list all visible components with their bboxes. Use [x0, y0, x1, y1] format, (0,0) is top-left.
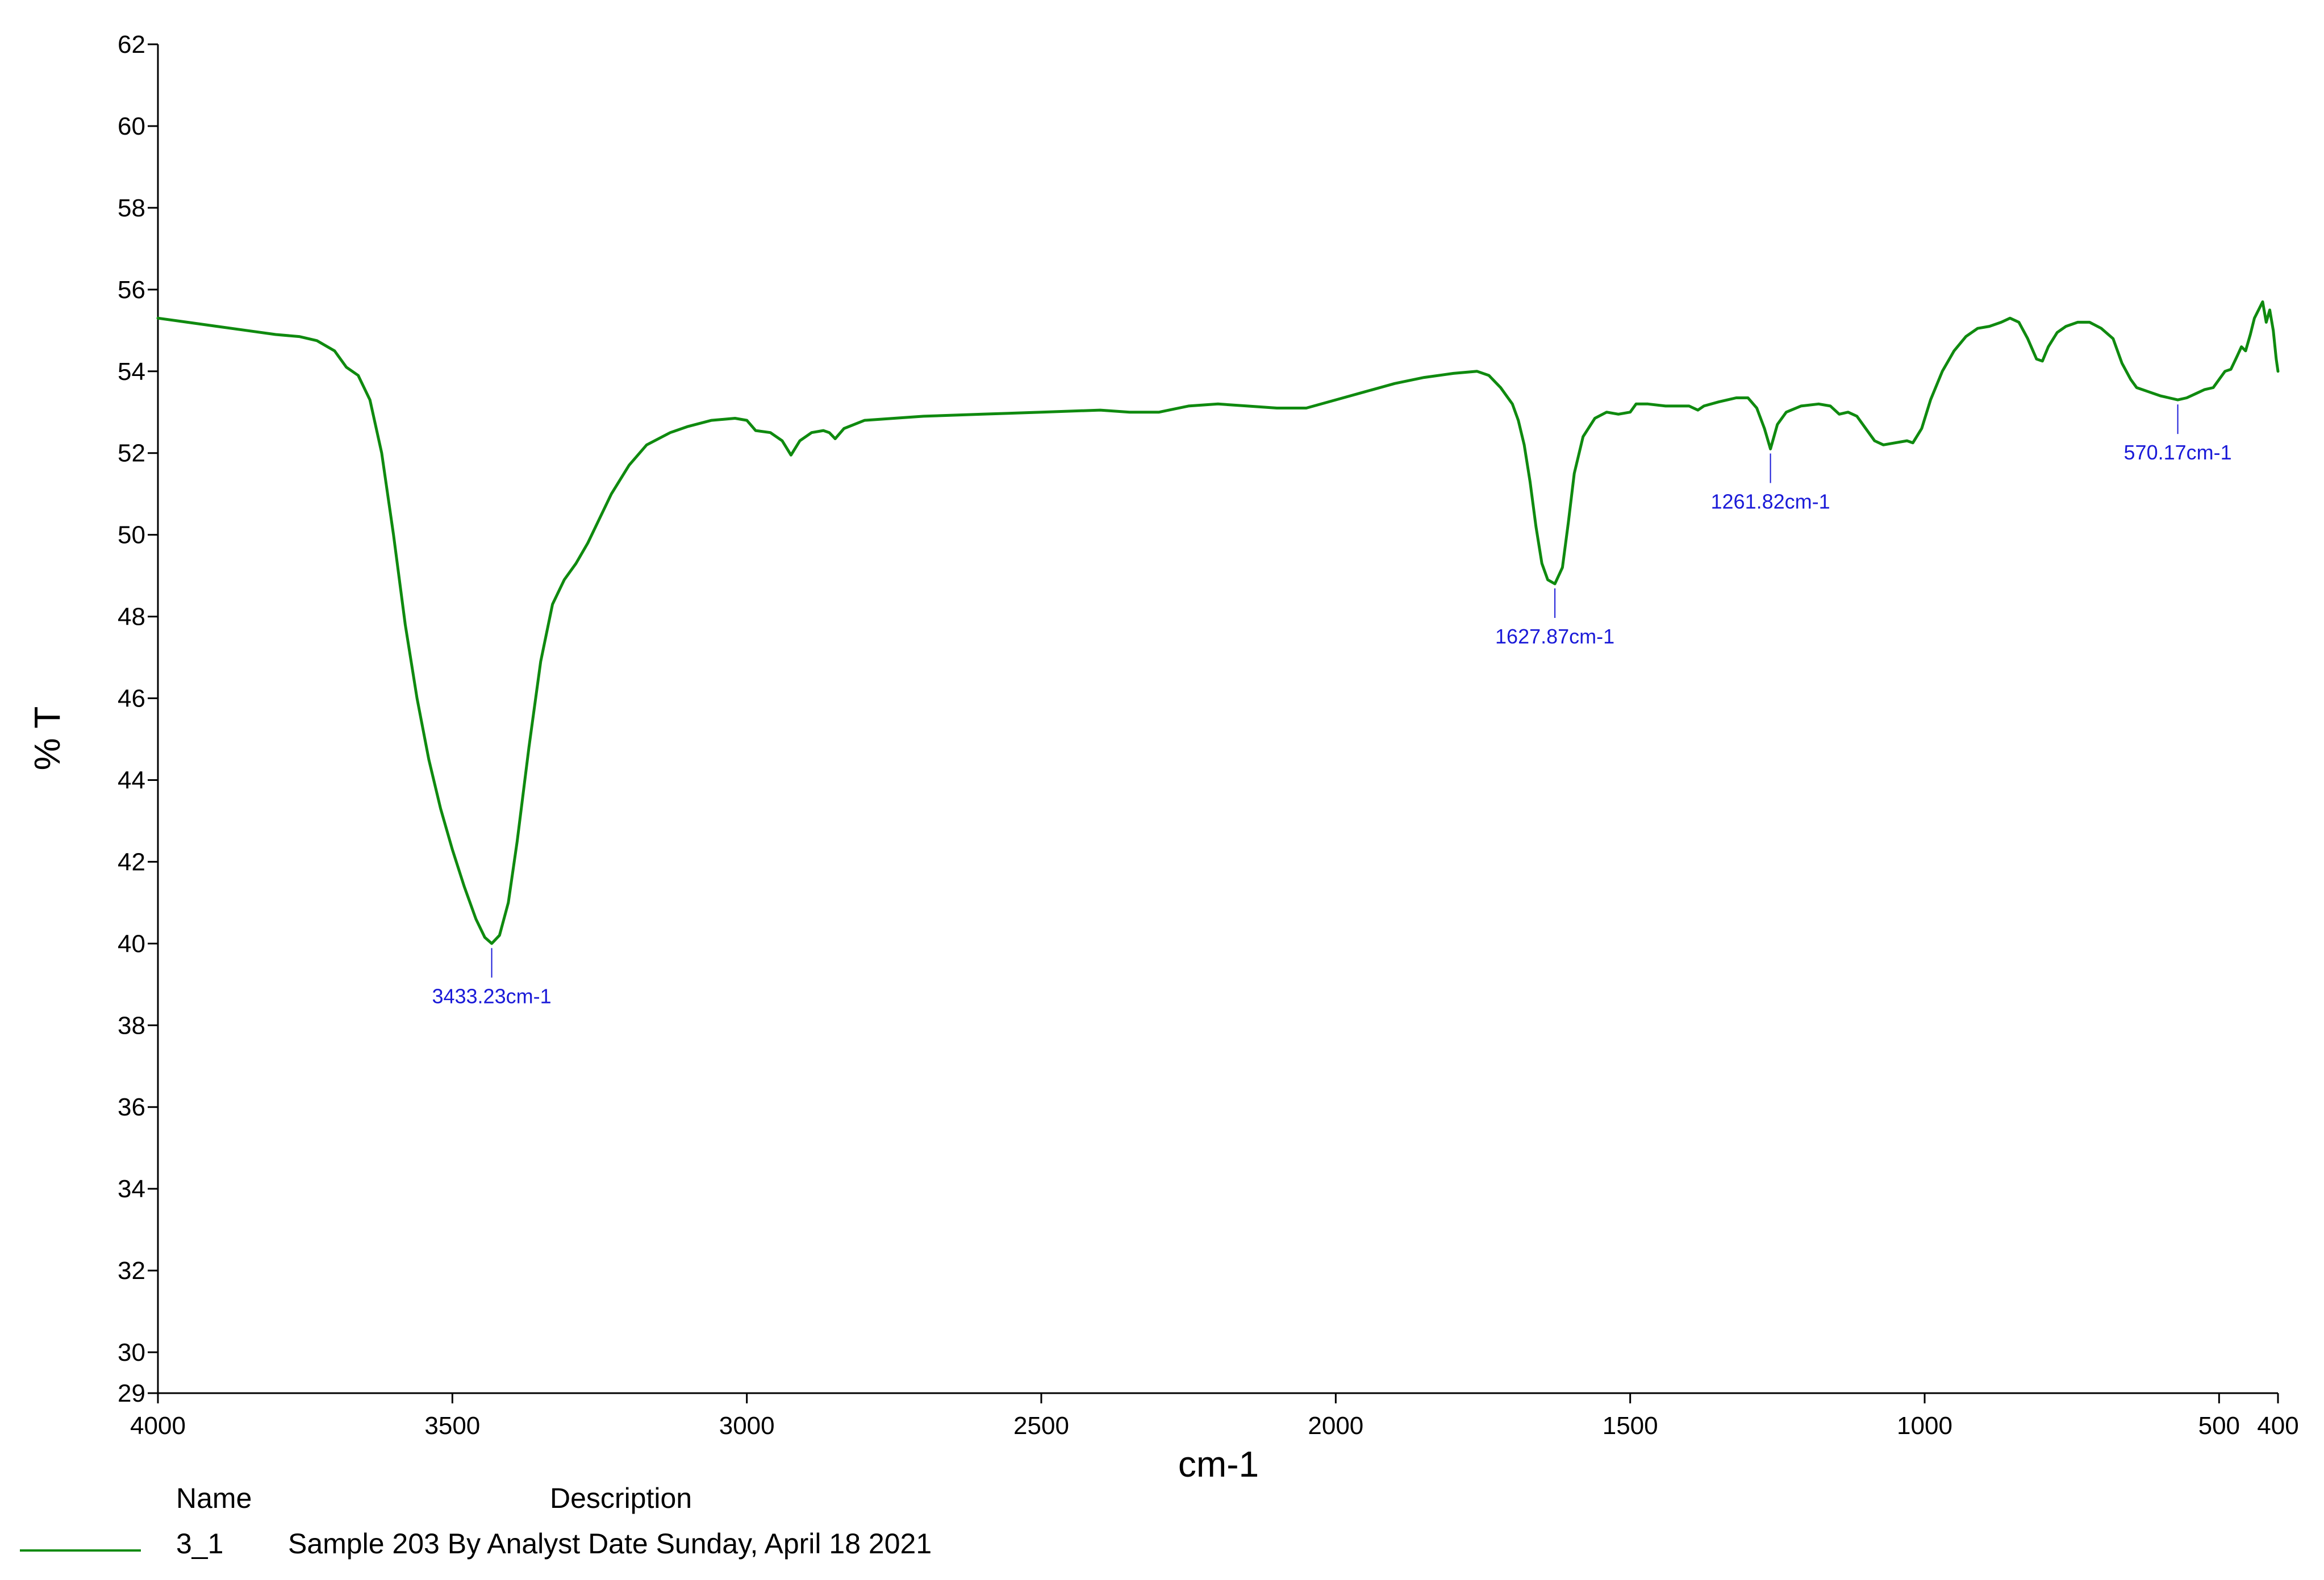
- y-axis-ticks: 29 30 32 34 36 38 40 42 44 46 48 50 52 54 56 58 60 62: [118, 31, 158, 1407]
- peak-label: 570.17cm-1: [2124, 441, 2232, 464]
- y-tick-label: 48: [118, 603, 145, 631]
- y-tick-label: 32: [118, 1257, 145, 1285]
- x-axis-title: cm-1: [1178, 1444, 1259, 1485]
- series-layer: [156, 300, 2280, 945]
- x-tick-label: 3500: [424, 1412, 480, 1440]
- y-tick-label: 50: [118, 521, 145, 549]
- y-tick-label: 44: [118, 766, 145, 794]
- y-tick-label: 30: [118, 1339, 145, 1366]
- legend: Name Description 3_1 Sample 203 By Analy…: [20, 1482, 932, 1560]
- x-axis-ticks: 4000 3500 3000 2500 2000 1500 1000 500 400: [130, 1393, 2299, 1440]
- y-tick-label: 52: [118, 440, 145, 467]
- x-tick-label: 2000: [1308, 1412, 1363, 1440]
- x-tick-label: 3000: [719, 1412, 775, 1440]
- x-tick-label: 1000: [1897, 1412, 1952, 1440]
- y-tick-label: 62: [118, 31, 145, 58]
- x-tick-label: 400: [2257, 1412, 2298, 1440]
- y-tick-label: 56: [118, 276, 145, 304]
- y-tick-label: 36: [118, 1093, 145, 1121]
- legend-entry-description: Sample 203 By Analyst Date Sunday, April…: [288, 1528, 932, 1560]
- peak-label: 3433.23cm-1: [432, 984, 551, 1008]
- legend-entry-name: 3_1: [176, 1528, 223, 1560]
- y-tick-label: 54: [118, 358, 145, 386]
- y-tick-label: 34: [118, 1175, 145, 1203]
- legend-description-header: Description: [550, 1482, 692, 1514]
- peak-label: 1261.82cm-1: [1711, 490, 1830, 513]
- y-tick-label: 38: [118, 1011, 145, 1039]
- spectrum-line-3_1: [156, 300, 2280, 945]
- y-tick-label: 60: [118, 112, 145, 140]
- y-tick-label: 42: [118, 848, 145, 876]
- axes: [157, 44, 2278, 1394]
- peak-label: 1627.87cm-1: [1495, 625, 1614, 648]
- y-tick-label: 29: [118, 1380, 145, 1407]
- y-tick-label: 58: [118, 194, 145, 222]
- x-tick-label: 2500: [1013, 1412, 1069, 1440]
- y-axis-title: % T: [27, 707, 68, 771]
- y-tick-label: 46: [118, 685, 145, 713]
- y-tick-label: 40: [118, 930, 145, 958]
- peak-annotations: 3433.23cm-1 1627.87cm-1 1261.82cm-1 570.17c…: [432, 404, 2232, 1008]
- x-tick-label: 1500: [1603, 1412, 1658, 1440]
- x-tick-label: 500: [2198, 1412, 2240, 1440]
- legend-name-header: Name: [176, 1482, 252, 1514]
- x-tick-label: 4000: [130, 1412, 186, 1440]
